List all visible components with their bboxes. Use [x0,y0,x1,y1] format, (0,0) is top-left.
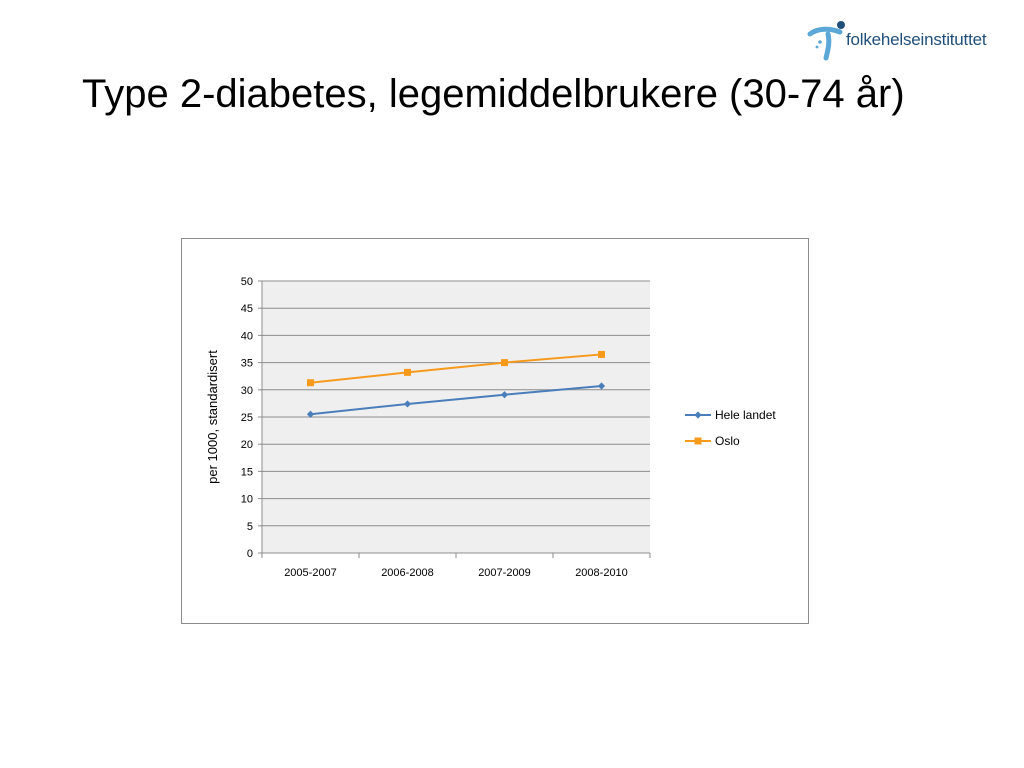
y-tick-label: 20 [241,439,253,451]
x-tick-label: 2006-2008 [381,567,434,579]
y-tick-label: 30 [241,385,253,397]
series-line [310,353,602,384]
data-point [404,368,411,376]
data-point [501,359,508,367]
y-tick-label: 15 [241,466,253,478]
legend-item: Oslo [685,434,740,448]
y-tick-label: 35 [241,358,253,370]
x-tick-labels: 2005-2007 2006-2008 2007-2009 2008-2010 [284,567,628,579]
data-point [403,400,412,408]
x-tick-label: 2005-2007 [284,567,337,579]
y-tick-label: 40 [241,330,253,342]
y-tick-label: 25 [241,412,253,424]
logo-text: folkehelseinstituttet [846,30,987,49]
legend: Hele landet Oslo [685,408,776,448]
axes [261,281,651,558]
y-tick-label: 5 [247,521,253,533]
x-tick-label: 2008-2010 [575,567,628,579]
legend-label: Oslo [715,434,740,448]
y-tick-label: 50 [241,276,253,288]
y-tick-label: 10 [241,494,253,506]
data-point [307,379,314,387]
chart-frame: 0 5 10 15 20 25 30 35 40 45 50 2005-2007 2006-2008 2… [181,238,809,624]
logo: folkehelseinstituttet [806,18,1006,62]
logo-mark-icon [807,21,845,61]
series-hele-landet [306,382,606,418]
data-point [306,410,315,418]
series-line [310,384,602,416]
x-tick-label: 2007-2009 [478,567,531,579]
series-group [306,350,606,418]
legend-marker [694,411,702,419]
gridlines [258,280,650,554]
y-tick-labels: 0 5 10 15 20 25 30 35 40 45 50 [241,276,253,560]
data-point [598,350,605,358]
legend-label: Hele landet [715,408,776,422]
data-point [597,382,606,390]
y-tick-label: 45 [241,303,253,315]
legend-item: Hele landet [685,408,776,422]
series-oslo [307,350,605,387]
y-tick-label: 0 [247,548,253,560]
slide-title: Type 2-diabetes, legemiddelbrukere (30-7… [82,72,905,116]
y-axis-title: per 1000, standardisert [205,350,220,484]
legend-marker [694,437,702,445]
